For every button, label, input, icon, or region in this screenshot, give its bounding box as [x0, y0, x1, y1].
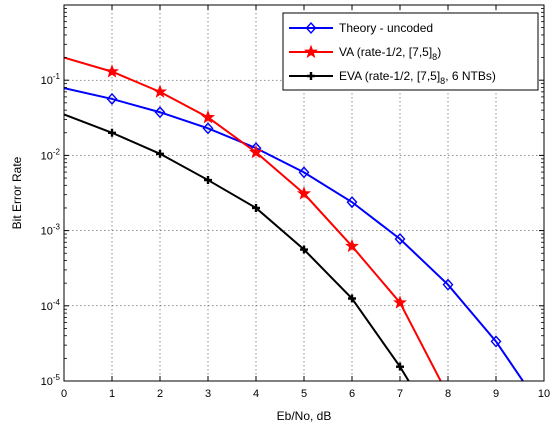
marker-diamond	[298, 166, 310, 179]
marker-diamond	[346, 196, 358, 209]
marker-plus	[156, 149, 164, 158]
y-tick-label: 10-3	[41, 223, 61, 238]
x-tick-label: 8	[445, 388, 451, 400]
x-tick-label: 1	[109, 388, 115, 400]
marker-plus	[252, 203, 260, 212]
marker-plus	[396, 362, 404, 371]
x-tick-label: 0	[61, 388, 67, 400]
series-layer	[64, 56, 525, 381]
legend-item-3: EVA (rate-1/2, [7,5]8, 6 NTBs)	[289, 69, 496, 86]
marker-diamond	[394, 232, 406, 246]
marker-plus	[204, 176, 212, 185]
legend-label: EVA (rate-1/2, [7,5]8, 6 NTBs)	[339, 69, 496, 86]
legend-item-1: Theory - uncoded	[289, 21, 433, 35]
x-tick-label: 2	[157, 388, 163, 400]
series-line	[64, 87, 525, 381]
marker-star	[104, 64, 120, 78]
x-tick-label: 7	[397, 388, 403, 400]
x-tick-label: 9	[493, 388, 499, 400]
x-tick-label: 6	[349, 388, 355, 400]
marker-diamond	[106, 92, 118, 106]
axis-ticks	[63, 5, 545, 382]
marker-plus	[307, 72, 315, 80]
series-3	[64, 113, 410, 381]
legend: Theory - uncoded VA (rate-1/2, [7,5]8) EVA…	[282, 12, 539, 91]
x-axis-label: Eb/No, dB	[277, 409, 332, 423]
y-axis-label: Bit Error Rate	[10, 156, 24, 229]
marker-diamond	[202, 122, 214, 135]
x-tick-label: 4	[253, 388, 259, 400]
y-tick-label: 10-5	[41, 373, 61, 388]
marker-diamond	[305, 21, 317, 35]
series-2	[64, 56, 442, 381]
y-tick-labels: 10-5 10-4 10-3 10-2 10-1	[41, 72, 61, 388]
y-tick-label: 10-2	[41, 147, 61, 162]
marker-star	[303, 44, 319, 58]
x-tick-label: 10	[538, 388, 550, 400]
y-tick-label: 10-4	[41, 298, 61, 313]
marker-diamond	[490, 335, 502, 348]
legend-item-2: VA (rate-1/2, [7,5]8)	[289, 44, 441, 62]
legend-label: VA (rate-1/2, [7,5]8)	[339, 45, 441, 62]
marker-plus	[108, 128, 116, 137]
x-tick-label: 3	[205, 388, 211, 400]
marker-star	[200, 110, 216, 124]
marker-star	[296, 186, 312, 200]
marker-star	[248, 144, 264, 159]
marker-star	[392, 295, 408, 309]
marker-plus	[348, 294, 356, 303]
marker-star	[344, 238, 360, 253]
y-tick-label: 10-1	[41, 72, 61, 87]
marker-diamond	[442, 278, 454, 291]
x-tick-labels: 0 1 2 3 4 5 6 7 8 9 10	[61, 388, 550, 400]
marker-star	[152, 84, 168, 98]
legend-label: Theory - uncoded	[339, 21, 433, 35]
marker-plus	[300, 245, 308, 254]
x-tick-label: 5	[301, 388, 307, 400]
marker-diamond	[154, 106, 166, 119]
